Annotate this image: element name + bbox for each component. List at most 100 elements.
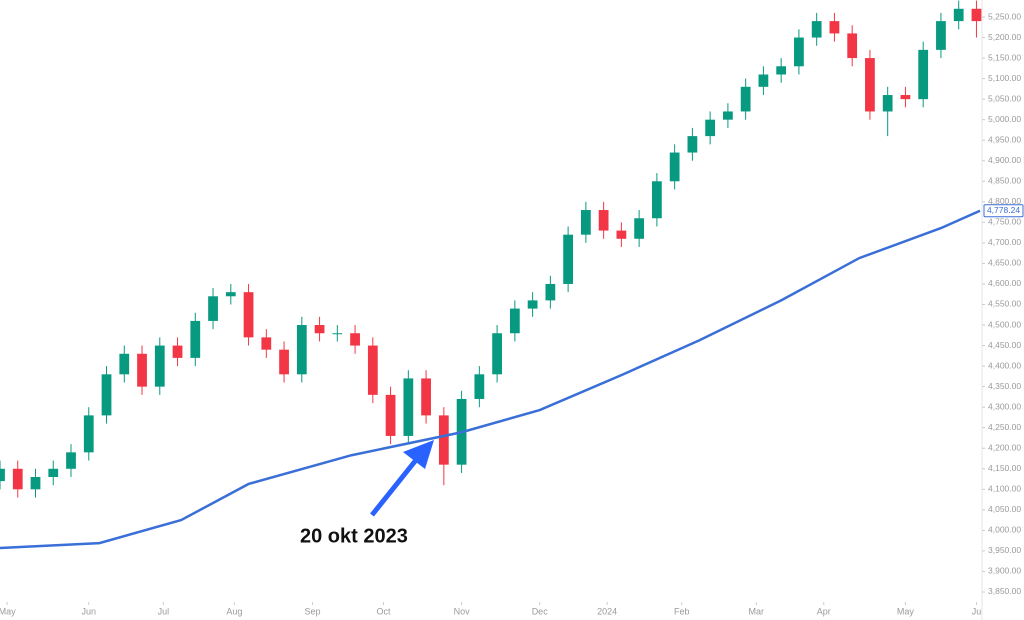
y-tick-label: 3,950.00 — [988, 545, 1021, 555]
candle-body — [12, 468, 23, 490]
y-tick-label: 5,000.00 — [988, 114, 1021, 124]
arrow-shaft — [370, 453, 422, 517]
y-tick-label: 4,700.00 — [988, 237, 1021, 247]
candle-body — [705, 119, 716, 137]
candle-body — [776, 66, 787, 75]
candle-body — [137, 353, 147, 387]
candle-body — [492, 333, 502, 375]
x-tick-label: Aug — [226, 606, 242, 616]
x-tick-label: Ju — [972, 606, 982, 616]
y-tick-label: 4,250.00 — [988, 422, 1021, 432]
x-tick-label: Jul — [158, 606, 170, 616]
candle-body — [811, 21, 822, 38]
y-tick-label: 4,950.00 — [988, 134, 1021, 144]
candle-body — [261, 337, 272, 350]
y-tick-label: 4,100.00 — [988, 484, 1021, 494]
y-tick-label: 4,800.00 — [988, 196, 1021, 206]
y-tick-label: 4,400.00 — [988, 360, 1021, 370]
candle-body — [296, 325, 307, 375]
y-tick-label: 4,450.00 — [988, 340, 1021, 350]
x-tick-label: Apr — [817, 606, 831, 616]
candle-body — [882, 95, 893, 112]
candle-body — [314, 325, 325, 334]
candle-body — [279, 349, 289, 375]
candle-body — [385, 394, 396, 436]
y-tick-label: 4,050.00 — [988, 504, 1021, 514]
x-tick-label: Sep — [304, 606, 320, 616]
y-tick-label: 5,250.00 — [988, 11, 1021, 21]
y-tick-label: 4,600.00 — [988, 278, 1021, 288]
candle-body — [953, 8, 964, 22]
candle-body — [30, 476, 41, 490]
candle-body — [847, 33, 858, 59]
candle-body — [527, 300, 538, 309]
candle-body — [225, 292, 236, 297]
candle-body — [509, 308, 520, 334]
candle-body — [350, 333, 360, 346]
candle-body — [119, 353, 130, 375]
y-tick-label: 5,050.00 — [988, 93, 1021, 103]
x-tick-label: Jun — [82, 606, 97, 616]
last-value-box — [983, 204, 1024, 218]
y-tick-label: 4,350.00 — [988, 381, 1021, 391]
candle-body — [794, 37, 804, 67]
candle-body — [367, 345, 378, 395]
candle-body — [580, 210, 591, 235]
x-tick-label: 2024 — [597, 606, 617, 616]
candle-body — [474, 374, 485, 399]
y-tick-label: 4,500.00 — [988, 319, 1021, 329]
candle-body — [332, 333, 343, 335]
y-tick-label: 4,750.00 — [988, 217, 1021, 227]
candle-body — [0, 468, 5, 482]
candle-body — [829, 21, 840, 34]
candle-body — [598, 210, 609, 231]
last-value-label: 4,778.24 — [987, 205, 1020, 215]
y-tick-label: 5,200.00 — [988, 32, 1021, 42]
y-tick-label: 4,850.00 — [988, 176, 1021, 186]
moving-average — [0, 209, 981, 550]
candle-body — [208, 296, 218, 321]
x-tick-label: Nov — [454, 606, 471, 616]
candle-body — [900, 95, 911, 100]
x-tick-label: Oct — [376, 606, 391, 616]
candle-body — [634, 218, 645, 239]
x-tick-label: May — [897, 606, 915, 616]
candle-body — [563, 234, 573, 284]
candle-body — [758, 74, 769, 87]
arrow-head — [403, 440, 434, 469]
y-tick-label: 3,850.00 — [988, 586, 1021, 596]
y-tick-label: 4,000.00 — [988, 525, 1021, 535]
y-tick-label: 4,300.00 — [988, 401, 1021, 411]
candle-body — [66, 452, 76, 469]
candle-body — [154, 345, 165, 387]
candle-body — [243, 292, 254, 338]
y-tick-label: 4,550.00 — [988, 299, 1021, 309]
candle-body — [971, 8, 982, 22]
candle-body — [545, 283, 556, 301]
y-tick-label: 5,150.00 — [988, 52, 1021, 62]
candle-body — [723, 111, 733, 120]
candle-body — [865, 58, 875, 112]
candle-body — [438, 415, 449, 465]
x-tick-label: Feb — [674, 606, 690, 616]
candle-body — [190, 320, 201, 358]
candle-body — [421, 378, 431, 416]
candle-body — [918, 49, 929, 100]
x-tick-label: Mar — [749, 606, 765, 616]
y-tick-label: 4,900.00 — [988, 155, 1021, 165]
x-tick-label: May — [0, 606, 16, 616]
y-tick-label: 4,150.00 — [988, 463, 1021, 473]
candle-body — [936, 21, 946, 50]
candle-body — [687, 136, 698, 153]
candle-body — [101, 374, 112, 416]
candle-body — [403, 378, 414, 436]
y-tick-label: 4,650.00 — [988, 258, 1021, 268]
y-tick-label: 3,900.00 — [988, 566, 1021, 576]
y-tick-label: 4,200.00 — [988, 442, 1021, 452]
x-tick-label: Dec — [532, 606, 549, 616]
candle-body — [669, 152, 680, 182]
candle-body — [652, 181, 662, 219]
candle-body — [83, 415, 94, 453]
